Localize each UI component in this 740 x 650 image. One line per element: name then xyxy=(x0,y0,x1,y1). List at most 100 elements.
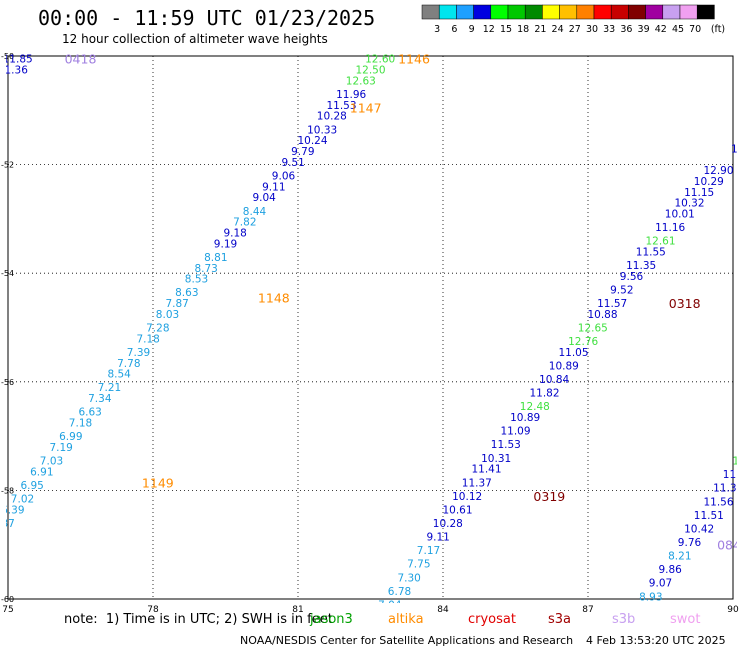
latitude-tick-label: -58 xyxy=(1,486,14,495)
credit-line: NOAA/NESDIS Center for Satellite Applica… xyxy=(240,634,574,647)
latitude-tick-label: -54 xyxy=(1,269,14,278)
wave-height-value: 10.29 xyxy=(694,176,724,188)
wave-height-value: 9.76 xyxy=(678,537,702,549)
wave-height-value: 8.93 xyxy=(639,591,662,603)
wave-height-value: 8.21 xyxy=(668,551,691,563)
latitude-tick-label: -52 xyxy=(1,161,14,170)
pass-time-label: 1148 xyxy=(258,291,290,306)
legend-label: 3 xyxy=(434,24,440,35)
wave-height-value: 10.61 xyxy=(442,504,472,516)
wave-height-value: 6.78 xyxy=(388,586,411,598)
wave-height-value: 9.56 xyxy=(620,271,644,283)
longitude-tick-label: 81 xyxy=(292,605,303,615)
satellite-label-jason3: jason3 xyxy=(310,612,353,627)
generated-timestamp: 4 Feb 13:53:20 UTC 2025 xyxy=(586,634,726,647)
wave-height-value: 7.82 xyxy=(233,217,256,229)
wave-height-value: 11.53 xyxy=(326,100,356,112)
wave-height-value: 11.56 xyxy=(703,496,733,508)
wave-height-value: 10.88 xyxy=(587,309,617,321)
wave-height-value: 11.55 xyxy=(636,246,666,258)
wave-height-value: 11.51 xyxy=(694,510,724,522)
wave-height-value: 9.07 xyxy=(649,578,672,590)
track-4: 11010.10.2 xyxy=(731,143,740,155)
wave-height-value: 7.75 xyxy=(407,559,430,571)
wave-height-value: 6.69 xyxy=(0,532,5,544)
wave-height-value: 10.89 xyxy=(510,412,540,424)
wave-height-value: 11.85 xyxy=(3,54,33,66)
pass-time-label: 0318 xyxy=(669,296,701,311)
wave-height-value: 6.91 xyxy=(30,466,53,478)
legend-label: 6 xyxy=(451,24,457,35)
wave-height-value: 9.51 xyxy=(281,157,304,169)
wave-height-value: 10.42 xyxy=(684,523,714,535)
wave-height-value: 8.03 xyxy=(156,309,179,321)
wave-height-value: 10.33 xyxy=(307,124,337,136)
wave-height-value: 12.60 xyxy=(365,54,395,66)
wave-height-value: 8.81 xyxy=(204,252,227,264)
wave-height-value: 7.18 xyxy=(69,418,92,430)
satellite-label-cryosat: cryosat xyxy=(468,612,516,627)
wave-height-value: 11.41 xyxy=(471,464,501,476)
wave-height-value: 6.99 xyxy=(59,431,82,443)
latitude-tick-label: -60 xyxy=(1,595,14,604)
observations-layer: 12.6012.5012.6311.9611.5310.2810.3310.24… xyxy=(0,52,740,611)
wave-height-value: 12.48 xyxy=(520,401,550,413)
wave-height-value: 12.90 xyxy=(703,165,733,177)
legend-label: 18 xyxy=(517,24,529,35)
wave-height-value: 9.11 xyxy=(426,532,449,544)
legend-label: 15 xyxy=(500,24,512,35)
wave-height-value: 12.76 xyxy=(568,336,598,348)
satellite-label-altika: altika xyxy=(388,612,424,627)
pass-time-label: 0319 xyxy=(533,489,565,504)
legend-label: 42 xyxy=(655,24,667,35)
legend-label: 30 xyxy=(586,24,598,35)
wave-height-value: 12.63 xyxy=(346,75,376,87)
wave-height-value: 7.34 xyxy=(88,393,112,405)
wave-height-value: 11.82 xyxy=(529,388,559,400)
wave-height-value: 8.44 xyxy=(243,206,267,218)
wave-height-value: 11.35 xyxy=(626,260,656,272)
wave-height-value: 8.63 xyxy=(175,287,198,299)
longitude-tick-label: 87 xyxy=(582,605,593,615)
longitude-tick-label: 90 xyxy=(727,605,739,615)
wave-height-value: 7.18 xyxy=(136,333,159,345)
longitude-tick-label: 75 xyxy=(2,605,13,615)
legend-label: 21 xyxy=(534,24,546,35)
pass-time-label: 0418 xyxy=(65,52,97,67)
wave-height-value: 11.05 xyxy=(558,347,588,359)
wave-height-value: 12.61 xyxy=(645,236,675,248)
legend-label: 24 xyxy=(552,24,564,35)
wave-height-value: 11.73 xyxy=(723,469,740,481)
wave-height-value: 10.31 xyxy=(481,453,511,465)
pass-time-label: 1147 xyxy=(350,101,382,116)
wave-height-value: 7.02 xyxy=(11,494,34,506)
legend-label: 70 xyxy=(689,24,701,35)
map-subtitle: 12 hour collection of altimeter wave hei… xyxy=(62,32,328,46)
color-legend: 3 6 9 12 15 18 21 24 27 30 33 36 39 42 45 70 (ft) xyxy=(421,4,725,35)
wave-height-value: 7.78 xyxy=(117,358,140,370)
latitude-tick-label: -56 xyxy=(1,378,14,387)
legend-label: 33 xyxy=(603,24,615,35)
wave-height-value: 7.28 xyxy=(146,323,169,335)
wave-height-value: 9.86 xyxy=(658,564,682,576)
wave-height-value: 10.32 xyxy=(674,198,704,210)
wave-height-value: 10.12 xyxy=(452,491,482,503)
wave-height-value: 7.39 xyxy=(127,347,150,359)
wave-height-value: 11.16 xyxy=(655,222,685,234)
longitude-tick-label: 78 xyxy=(147,605,159,615)
wave-height-value: 10.2 xyxy=(731,143,740,155)
wave-height-value: 8.73 xyxy=(194,263,217,275)
wave-height-value: 7.04 xyxy=(378,599,402,611)
legend-label: 27 xyxy=(569,24,581,35)
wave-height-value: 9.11 xyxy=(262,181,285,193)
satellite-label-s3a: s3a xyxy=(548,612,572,627)
satellite-label-swot: swot xyxy=(670,612,701,627)
latitude-tick-label: -50 xyxy=(1,52,14,61)
wave-height-value: 7.21 xyxy=(98,382,121,394)
wave-height-value: 11.57 xyxy=(597,298,627,310)
wave-height-value: 12.50 xyxy=(355,65,385,77)
wave-height-value: 10.28 xyxy=(433,518,463,530)
